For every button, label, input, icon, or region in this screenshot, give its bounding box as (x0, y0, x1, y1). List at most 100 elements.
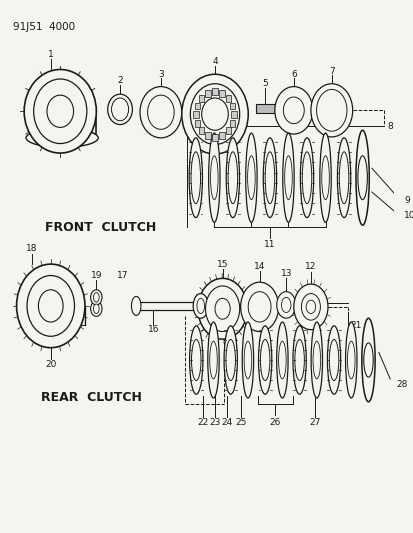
Ellipse shape (300, 138, 313, 217)
Ellipse shape (355, 130, 368, 225)
Ellipse shape (281, 297, 290, 312)
Ellipse shape (276, 322, 287, 398)
Bar (219, 132, 225, 139)
Ellipse shape (225, 340, 235, 381)
Ellipse shape (181, 74, 248, 154)
Ellipse shape (47, 95, 74, 127)
Bar (211, 88, 217, 95)
Text: 22: 22 (197, 418, 208, 427)
Bar (219, 90, 225, 97)
Text: 13: 13 (280, 269, 291, 278)
Ellipse shape (201, 98, 228, 130)
Ellipse shape (131, 296, 140, 316)
Ellipse shape (93, 293, 99, 302)
Ellipse shape (328, 340, 338, 381)
Ellipse shape (339, 152, 348, 204)
Ellipse shape (327, 326, 340, 394)
Text: 11: 11 (263, 240, 275, 249)
Text: 3: 3 (158, 70, 164, 79)
Text: 17: 17 (117, 271, 128, 280)
Ellipse shape (93, 304, 99, 313)
Bar (229, 102, 235, 109)
Ellipse shape (210, 156, 218, 200)
Ellipse shape (363, 343, 373, 377)
Ellipse shape (38, 290, 63, 322)
Bar (194, 120, 200, 127)
Ellipse shape (294, 340, 304, 381)
Bar (229, 120, 235, 127)
Bar (255, 104, 274, 113)
Ellipse shape (193, 294, 208, 318)
Ellipse shape (258, 326, 271, 394)
Text: 28: 28 (395, 380, 406, 389)
Bar (211, 134, 217, 141)
Ellipse shape (26, 128, 98, 147)
Ellipse shape (293, 284, 327, 329)
Ellipse shape (214, 298, 230, 319)
Text: 24: 24 (221, 418, 233, 427)
Ellipse shape (111, 98, 128, 121)
Text: 16: 16 (147, 325, 159, 334)
Ellipse shape (197, 298, 204, 313)
Ellipse shape (311, 322, 322, 398)
Text: 21: 21 (350, 321, 361, 330)
Ellipse shape (190, 152, 200, 204)
Ellipse shape (357, 156, 366, 200)
Text: FRONT  CLUTCH: FRONT CLUTCH (45, 221, 157, 233)
Text: 4: 4 (212, 58, 217, 67)
Ellipse shape (282, 133, 294, 222)
Ellipse shape (147, 95, 174, 130)
Text: 9: 9 (403, 196, 409, 205)
Ellipse shape (242, 322, 253, 398)
Ellipse shape (319, 133, 330, 222)
Bar (198, 127, 204, 134)
Text: 1: 1 (48, 50, 54, 59)
Ellipse shape (225, 138, 239, 217)
Ellipse shape (310, 84, 352, 137)
Bar (225, 127, 231, 134)
Bar (204, 132, 210, 139)
Ellipse shape (208, 133, 219, 222)
Bar (198, 95, 204, 102)
Bar (204, 90, 210, 97)
Ellipse shape (260, 340, 269, 381)
Text: 12: 12 (304, 262, 316, 271)
Text: 20: 20 (45, 360, 56, 369)
Text: 23: 23 (209, 418, 221, 427)
Ellipse shape (301, 294, 320, 320)
Ellipse shape (245, 133, 256, 222)
Ellipse shape (265, 152, 274, 204)
Ellipse shape (190, 84, 239, 144)
Ellipse shape (248, 292, 271, 322)
Ellipse shape (33, 79, 87, 143)
Bar (194, 102, 200, 109)
Ellipse shape (361, 318, 374, 402)
Ellipse shape (282, 97, 304, 124)
Bar (193, 111, 198, 118)
Text: 18: 18 (26, 245, 38, 253)
Ellipse shape (189, 138, 202, 217)
Ellipse shape (197, 278, 247, 339)
Text: 7: 7 (328, 67, 334, 76)
Text: 8: 8 (387, 122, 393, 131)
Ellipse shape (316, 90, 346, 131)
Ellipse shape (305, 300, 315, 313)
Ellipse shape (347, 341, 354, 379)
Text: 10: 10 (403, 211, 413, 220)
Ellipse shape (274, 86, 312, 134)
Ellipse shape (228, 152, 237, 204)
Ellipse shape (90, 290, 102, 305)
Ellipse shape (107, 94, 132, 125)
Ellipse shape (345, 322, 356, 398)
Ellipse shape (17, 264, 85, 348)
Ellipse shape (247, 156, 254, 200)
Text: 27: 27 (309, 418, 320, 427)
Ellipse shape (276, 292, 295, 318)
Text: 2: 2 (117, 76, 123, 85)
Ellipse shape (90, 301, 102, 317)
Ellipse shape (240, 282, 278, 332)
Ellipse shape (191, 340, 201, 381)
Ellipse shape (284, 156, 292, 200)
Ellipse shape (205, 286, 239, 332)
Ellipse shape (244, 341, 251, 379)
